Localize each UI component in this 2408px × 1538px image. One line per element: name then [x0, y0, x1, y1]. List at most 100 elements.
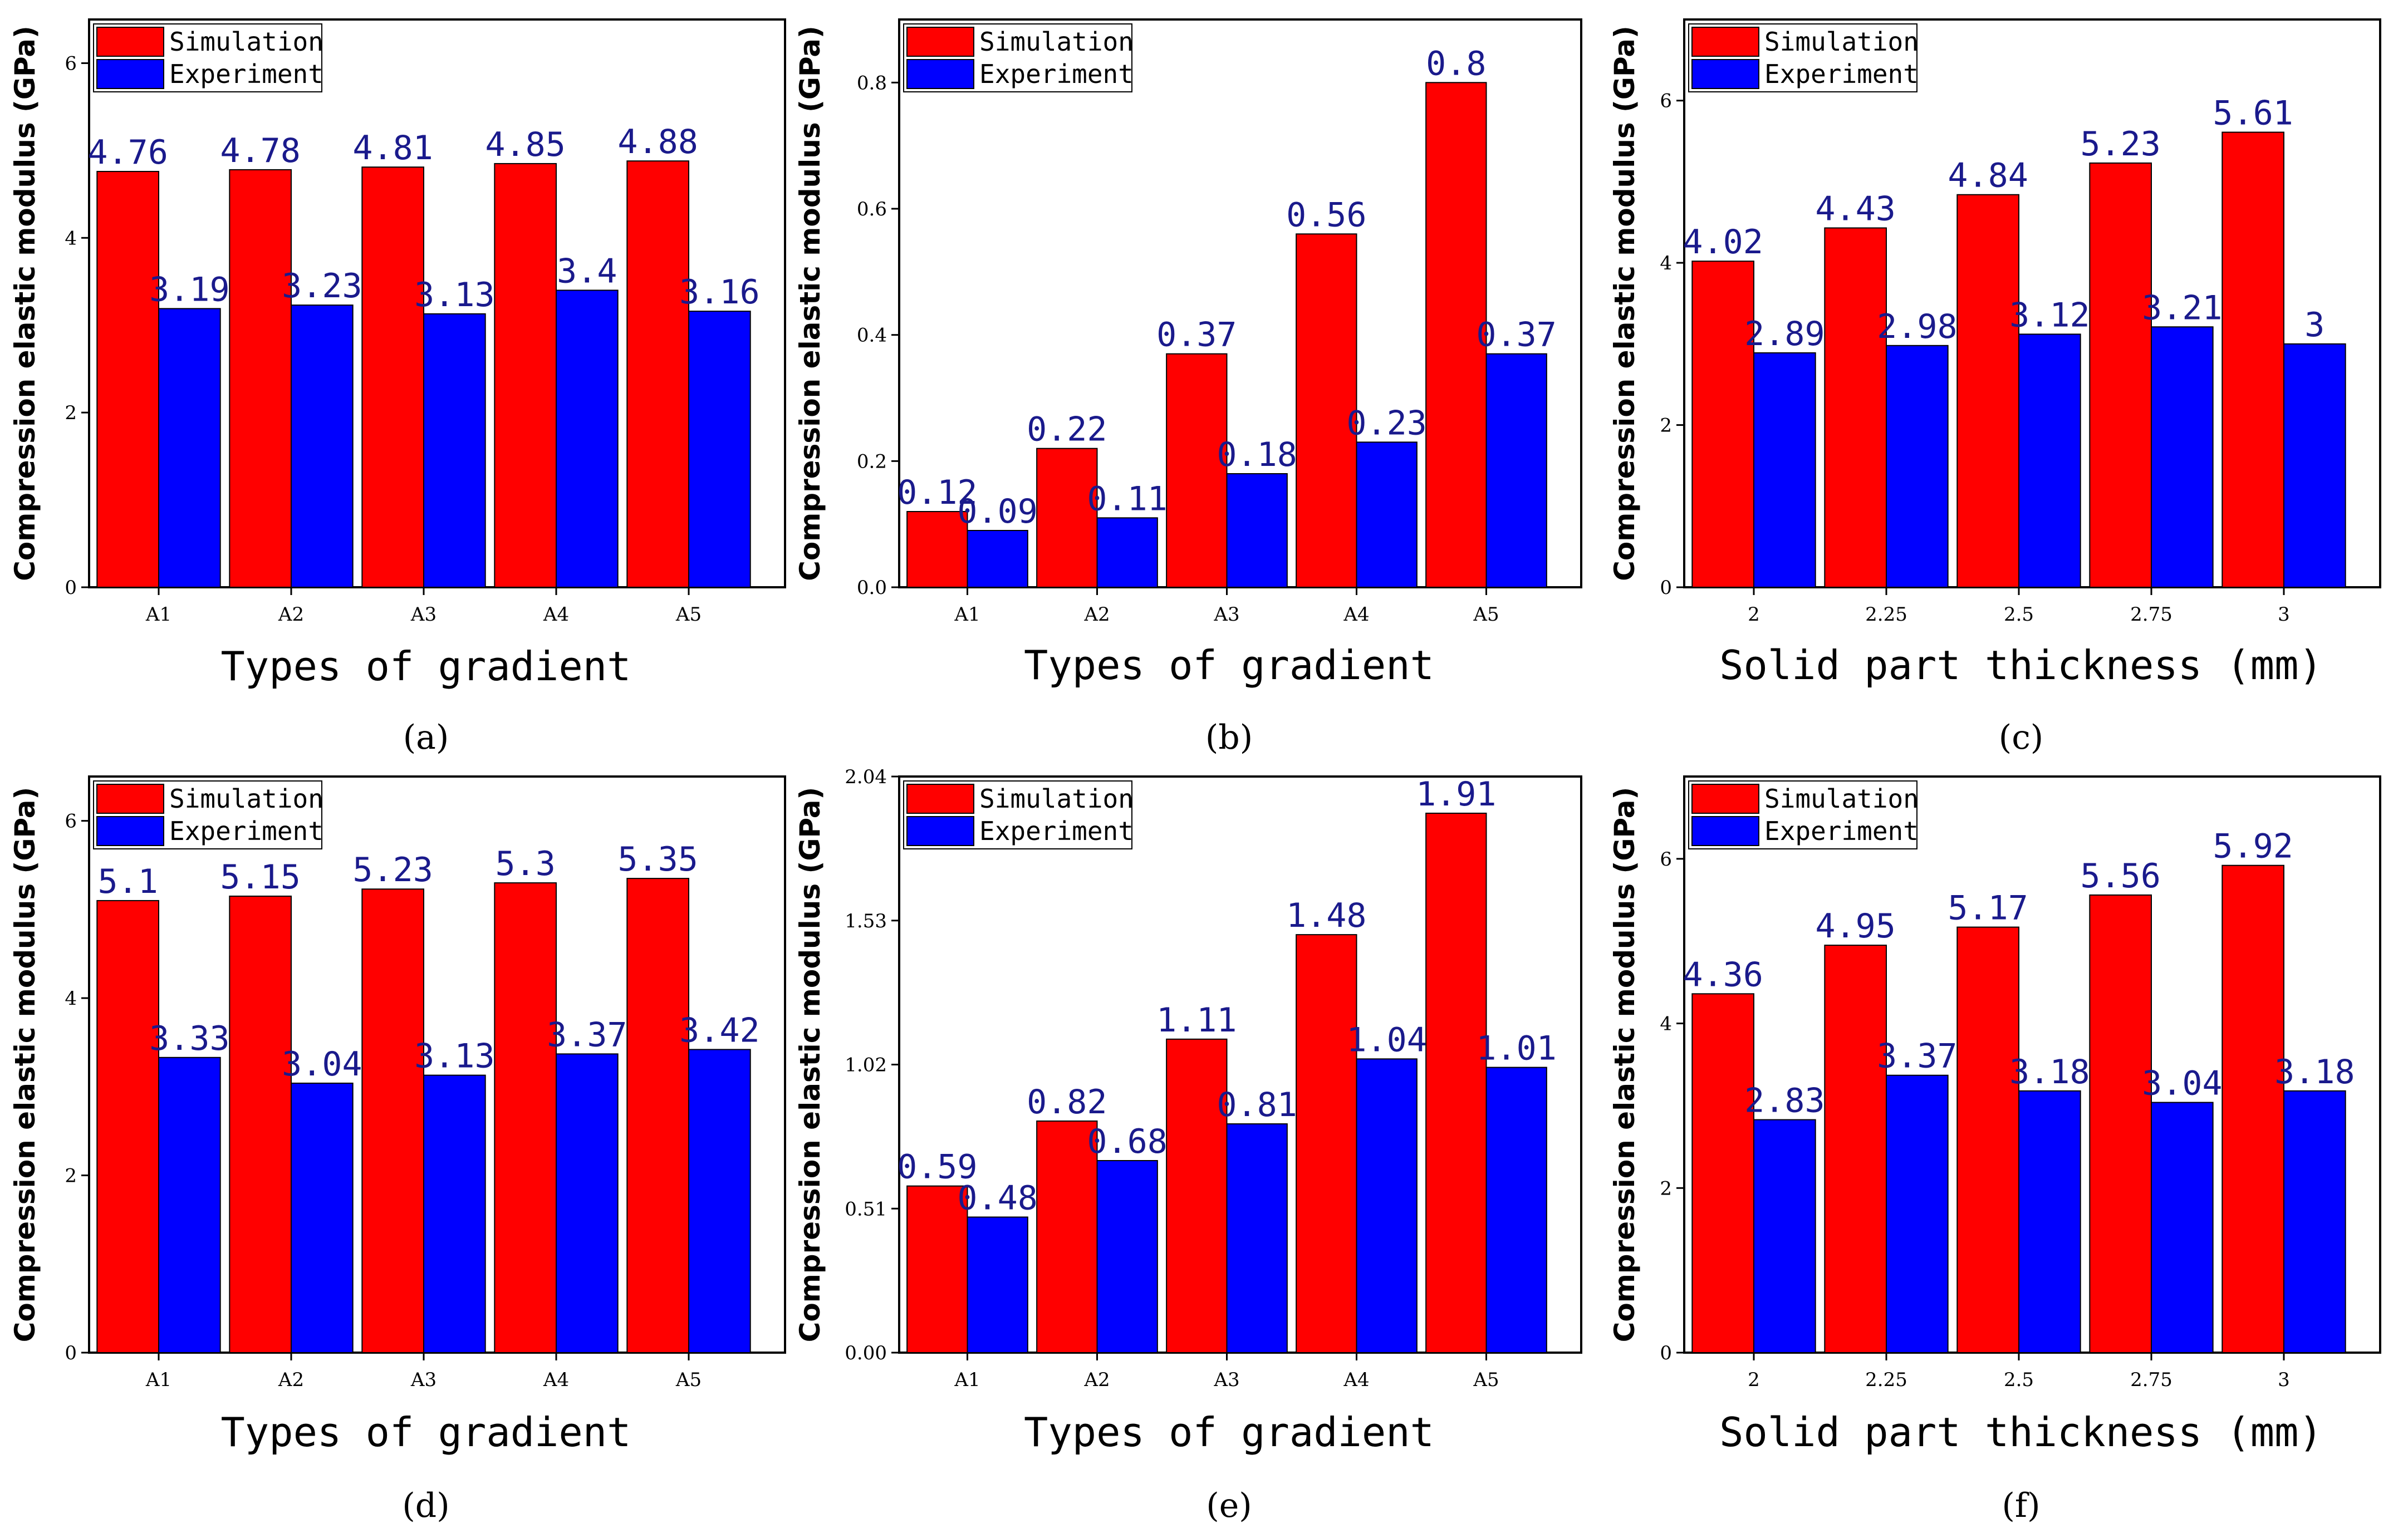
- data-label: 5.92: [2213, 827, 2293, 866]
- experiment-bar: [1753, 352, 1816, 588]
- y-tick-label: 2: [1660, 1177, 1672, 1200]
- experiment-bar: [1096, 1160, 1158, 1353]
- y-tick-label: 0.4: [857, 325, 887, 347]
- y-axis-title: Compression elastic modulus (GPa): [794, 26, 826, 581]
- simulation-bar: [1425, 82, 1487, 588]
- simulation-bar: [906, 1185, 968, 1354]
- y-tick-label: 0: [1660, 1342, 1672, 1364]
- panel-label: (a): [403, 718, 449, 757]
- data-label: 3: [2304, 306, 2324, 345]
- simulation-bar: [1166, 353, 1228, 588]
- data-label: 0.09: [957, 492, 1038, 531]
- y-tick-label: 6: [1660, 90, 1672, 112]
- y-axis-title: Compression elastic modulus (GPa): [794, 787, 826, 1343]
- x-tick-label: A5: [675, 603, 702, 626]
- simulation-bar: [626, 878, 689, 1353]
- simulation-bar: [229, 169, 292, 588]
- legend-swatch-experiment: [1691, 59, 1759, 89]
- x-tick-label: 2.25: [1865, 603, 1907, 626]
- x-tick-label: 2.75: [2130, 1369, 2172, 1391]
- simulation-bar: [1036, 1120, 1098, 1353]
- data-label: 3.37: [1877, 1037, 1958, 1076]
- legend-label-simulation: Simulation: [979, 784, 1134, 814]
- y-tick-label: 0.6: [857, 198, 887, 220]
- x-tick-label: A3: [410, 1369, 437, 1391]
- simulation-bar: [1956, 194, 2020, 588]
- experiment-bar: [291, 1082, 354, 1353]
- data-label: 3.37: [547, 1015, 627, 1054]
- x-tick-label: 2.25: [1865, 1369, 1907, 1391]
- chart-panel-b: 0.0 0.2 0.4 0.6 0.8 Compression elastic modul…: [794, 18, 1582, 757]
- data-label: 5.23: [2080, 125, 2161, 164]
- y-tick-label: 6: [65, 52, 77, 75]
- y-tick-label: 4: [65, 227, 77, 249]
- x-tick-label: 2.5: [2004, 603, 2034, 626]
- data-label: 5.23: [352, 851, 433, 890]
- x-tick-label: A5: [1473, 1369, 1499, 1391]
- y-tick-label: 4: [1660, 252, 1672, 274]
- legend-label-simulation: Simulation: [169, 784, 323, 814]
- legend-label-experiment: Experiment: [1764, 59, 1919, 89]
- data-label: 0.22: [1027, 410, 1107, 449]
- data-label: 0.11: [1087, 479, 1168, 518]
- x-tick-label: A4: [1343, 603, 1369, 626]
- x-tick-label: 2.5: [2004, 1369, 2034, 1391]
- x-tick-label: A4: [543, 603, 569, 626]
- x-tick-label: A4: [1343, 1369, 1369, 1391]
- data-label: 0.12: [897, 473, 978, 512]
- x-tick-label: A1: [954, 1369, 980, 1391]
- experiment-bar: [688, 1049, 751, 1353]
- data-label: 5.1: [97, 862, 158, 901]
- data-label: 3.19: [149, 270, 230, 309]
- y-axis-title: Compression elastic modulus (GPa): [1608, 26, 1641, 581]
- data-label: 5.3: [495, 844, 555, 883]
- simulation-bar: [2221, 131, 2285, 588]
- simulation-bar: [361, 166, 425, 588]
- experiment-bar: [1886, 1074, 1949, 1353]
- experiment-bar: [1485, 353, 1547, 588]
- simulation-bar: [626, 160, 689, 588]
- panel-label: (f): [2002, 1486, 2040, 1525]
- x-axis-title: Types of gradient: [221, 643, 631, 690]
- data-label: 0.48: [957, 1178, 1038, 1217]
- simulation-bar: [2089, 894, 2152, 1353]
- y-tick-label: 6: [65, 810, 77, 833]
- x-axis-title: Types of gradient: [1024, 1409, 1434, 1456]
- y-tick-label: 2: [65, 402, 77, 424]
- data-label: 3.4: [557, 252, 617, 291]
- panel-label: (d): [402, 1486, 449, 1525]
- data-label: 3.18: [2009, 1053, 2090, 1092]
- data-label: 3.42: [679, 1011, 760, 1050]
- x-tick-label: A1: [145, 603, 171, 626]
- simulation-bar: [1824, 227, 1887, 588]
- panel-label: (c): [1999, 718, 2043, 757]
- experiment-bar: [1226, 473, 1288, 588]
- y-tick-label: 0.00: [845, 1342, 887, 1364]
- panel-label: (b): [1205, 718, 1253, 757]
- data-label: 4.84: [1948, 156, 2028, 195]
- simulation-bar: [1296, 934, 1357, 1353]
- legend-swatch-simulation: [1691, 27, 1759, 57]
- y-axis-title: Compression elastic modulus (GPa): [1608, 787, 1641, 1343]
- x-tick-label: A5: [1473, 603, 1499, 626]
- experiment-bar: [1753, 1119, 1816, 1354]
- experiment-bar: [2151, 326, 2214, 588]
- x-tick-label: A3: [410, 603, 437, 626]
- data-label: 0.8: [1426, 44, 1486, 83]
- legend-swatch-simulation: [96, 784, 164, 814]
- x-axis-title: Solid part thickness (mm): [1719, 1409, 2323, 1456]
- y-tick-label: 0: [65, 577, 77, 599]
- y-axis-title: Compression elastic modulus (GPa): [9, 26, 41, 581]
- data-label: 0.68: [1087, 1122, 1168, 1161]
- experiment-bar: [1096, 517, 1158, 588]
- y-tick-label: 0.51: [845, 1198, 887, 1220]
- simulation-bar: [229, 895, 292, 1353]
- data-label: 4.95: [1815, 907, 1896, 946]
- data-label: 4.85: [485, 125, 566, 164]
- panel-label: (e): [1206, 1486, 1252, 1525]
- data-label: 3.04: [282, 1045, 362, 1084]
